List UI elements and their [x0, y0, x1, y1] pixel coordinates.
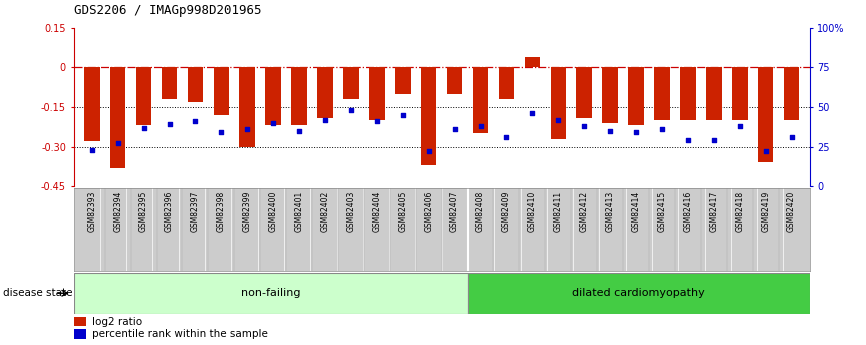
Text: non-failing: non-failing	[241, 288, 301, 298]
Point	[318, 117, 332, 122]
Text: GSM82420: GSM82420	[787, 190, 796, 232]
Point	[707, 138, 721, 143]
Text: GSM82402: GSM82402	[320, 190, 330, 232]
Bar	[84, 67, 100, 141]
Text: GSM82419: GSM82419	[761, 190, 770, 232]
Bar	[551, 67, 566, 139]
Point	[604, 128, 617, 134]
Bar	[628, 67, 643, 126]
Point	[552, 117, 565, 122]
Point	[111, 141, 125, 146]
Text: GSM82405: GSM82405	[398, 190, 407, 232]
Bar	[784, 67, 799, 120]
Point	[422, 149, 436, 154]
Bar	[473, 67, 488, 134]
Text: GSM82401: GSM82401	[294, 190, 304, 232]
Bar	[74, 317, 86, 326]
Bar	[680, 67, 695, 120]
Point	[578, 123, 591, 129]
Bar	[654, 67, 669, 120]
Text: GSM82411: GSM82411	[553, 190, 563, 231]
Text: GSM82408: GSM82408	[476, 190, 485, 232]
Text: GDS2206 / IMAGp998D201965: GDS2206 / IMAGp998D201965	[74, 4, 262, 17]
Bar	[240, 67, 255, 147]
Bar	[525, 57, 540, 67]
Bar	[395, 67, 410, 94]
Point	[629, 130, 643, 135]
Text: disease state: disease state	[3, 288, 72, 298]
Bar	[603, 67, 618, 123]
Text: GSM82407: GSM82407	[450, 190, 459, 232]
Text: GSM82413: GSM82413	[605, 190, 615, 232]
Text: GSM82410: GSM82410	[528, 190, 537, 232]
Bar	[74, 273, 468, 314]
Text: dilated cardiomyopathy: dilated cardiomyopathy	[572, 288, 705, 298]
Text: GSM82409: GSM82409	[502, 190, 511, 232]
Bar	[468, 273, 810, 314]
Text: GSM82395: GSM82395	[139, 190, 148, 232]
Point	[526, 110, 540, 116]
Point	[241, 126, 255, 132]
Bar	[110, 67, 126, 168]
Point	[163, 122, 177, 127]
Text: GSM82418: GSM82418	[735, 190, 744, 231]
Text: GSM82400: GSM82400	[268, 190, 278, 232]
Text: GSM82406: GSM82406	[424, 190, 433, 232]
Point	[474, 123, 488, 129]
Text: GSM82398: GSM82398	[216, 190, 226, 232]
Text: GSM82416: GSM82416	[683, 190, 693, 232]
Bar	[317, 67, 333, 118]
Text: GSM82417: GSM82417	[709, 190, 718, 232]
Bar	[162, 67, 178, 99]
Text: GSM82399: GSM82399	[242, 190, 252, 232]
Bar	[732, 67, 747, 120]
Point	[785, 134, 798, 140]
Text: GSM82396: GSM82396	[165, 190, 174, 232]
Bar	[343, 67, 359, 99]
Bar	[369, 67, 385, 120]
Point	[655, 126, 669, 132]
Point	[266, 120, 280, 126]
Bar	[499, 67, 514, 99]
Point	[344, 107, 358, 113]
Text: percentile rank within the sample: percentile rank within the sample	[92, 329, 268, 339]
Point	[500, 134, 514, 140]
Text: GSM82397: GSM82397	[191, 190, 200, 232]
Point	[681, 138, 695, 143]
Point	[215, 130, 229, 135]
Point	[759, 149, 772, 154]
Point	[448, 126, 462, 132]
Text: GSM82414: GSM82414	[631, 190, 641, 232]
Bar	[758, 67, 773, 162]
Bar	[421, 67, 436, 165]
Point	[733, 123, 746, 129]
Text: GSM82404: GSM82404	[372, 190, 381, 232]
Point	[85, 147, 99, 152]
Bar	[265, 67, 281, 126]
Point	[137, 125, 151, 130]
Bar	[706, 67, 721, 120]
Point	[396, 112, 410, 118]
Bar	[214, 67, 229, 115]
Text: GSM82412: GSM82412	[579, 190, 589, 231]
Point	[370, 118, 384, 124]
Text: GSM82393: GSM82393	[87, 190, 96, 232]
Text: GSM82394: GSM82394	[113, 190, 122, 232]
Point	[292, 128, 306, 134]
Bar	[188, 67, 204, 102]
Text: GSM82403: GSM82403	[346, 190, 355, 232]
Bar	[74, 329, 86, 339]
Bar	[447, 67, 462, 94]
Text: log2 ratio: log2 ratio	[92, 317, 142, 327]
Bar	[136, 67, 152, 126]
Bar	[291, 67, 307, 126]
Point	[189, 118, 203, 124]
Text: GSM82415: GSM82415	[657, 190, 667, 232]
Bar	[577, 67, 592, 118]
